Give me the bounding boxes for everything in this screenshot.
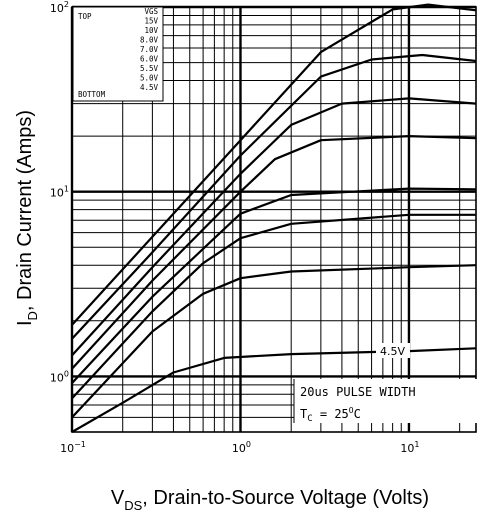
- tick-labels: 10−1 100 101 100 101 102: [50, 0, 420, 455]
- curve-label-4v5: 4.5V: [380, 345, 405, 358]
- x-tick-label: 100: [232, 440, 251, 455]
- legend-entry: 8.0V: [140, 36, 159, 45]
- legend-top-label: TOP: [78, 12, 92, 21]
- test-conditions-note: 20us PULSE WIDTH TC = 25OC: [293, 379, 478, 424]
- series-line-vgs-5-0V: [71, 264, 477, 419]
- y-axis-title: ID, Drain Current (Amps): [14, 110, 40, 326]
- curve-label-bg: [376, 343, 410, 358]
- series-line-vgs-5-5V: [71, 213, 476, 400]
- series-line-vgs-8-0V: [71, 97, 477, 357]
- series-line-vgs-10V: [71, 53, 477, 340]
- y-tick-label: 100: [50, 369, 69, 384]
- test-conditions-bg: [294, 379, 478, 423]
- legend-entry: 6.0V: [140, 55, 159, 64]
- legend-entry: 5.5V: [140, 64, 159, 73]
- legend-box: [72, 6, 164, 102]
- case-temperature-text: TC = 25OC: [300, 406, 361, 424]
- series-line-vgs-7-0V: [71, 135, 477, 370]
- plot-frame: [71, 6, 477, 433]
- x-tick-label: 101: [400, 440, 419, 455]
- x-axis-title: VDS, Drain-to-Source Voltage (Volts): [111, 487, 429, 513]
- legend-entry: 10V: [144, 26, 158, 35]
- legend-header: VGS: [144, 7, 158, 16]
- series-group: [71, 3, 477, 433]
- series-line-vgs-6-0V: [71, 187, 477, 384]
- legend-entry: 15V: [144, 17, 158, 26]
- legend-entry: 4.5V: [140, 83, 159, 92]
- x-tick-label: 10−1: [60, 440, 86, 455]
- pulse-width-text: 20us PULSE WIDTH: [300, 385, 416, 399]
- series-line-vgs-15V: [71, 3, 477, 326]
- legend-bottom-label: BOTTOM: [78, 90, 106, 99]
- legend-entry: 5.0V: [140, 74, 159, 83]
- legend-entry: 7.0V: [140, 45, 159, 54]
- y-tick-label: 101: [50, 185, 69, 200]
- y-tick-label: 102: [50, 0, 69, 15]
